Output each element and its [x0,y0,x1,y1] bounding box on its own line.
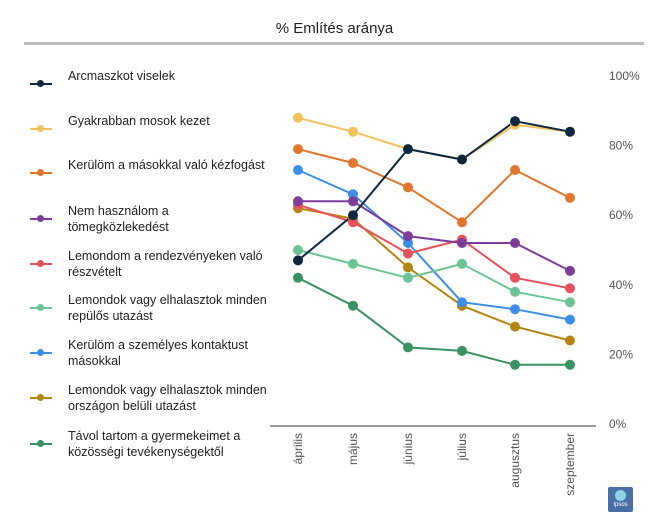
legend-label: Nem használom a tömegközlekedést [68,204,169,234]
series-lines [297,116,571,366]
y-tick-label: 60% [609,208,633,222]
data-point [565,314,575,325]
data-point [293,245,303,255]
logo-mark [615,490,626,501]
legend-marker [37,215,44,222]
x-tick-label: szeptember [563,433,577,496]
data-point [565,126,575,137]
x-tick-label: augusztus [508,433,522,488]
x-tick-label: május [346,433,360,465]
data-point [403,238,413,248]
data-point [348,158,358,168]
data-point [403,144,413,155]
series-line [297,148,571,224]
legend-label: Arcmaszkot viselek [68,69,175,83]
y-tick-label: 0% [609,417,627,431]
data-point [457,345,467,356]
x-tick-label: július [455,433,469,461]
ipsos-logo: Ipsos [608,487,633,512]
data-point [348,126,358,137]
legend-marker [37,304,44,311]
series-line [297,276,570,366]
data-point [348,300,358,311]
data-point [565,335,575,346]
y-tick-label: 40% [609,278,633,292]
data-point [510,238,520,248]
legend-marker [37,440,44,447]
data-point [510,116,520,127]
data-point [565,297,575,308]
data-point [565,265,575,276]
series-line [297,207,571,342]
data-point [293,144,303,155]
chart-title: % Említés aránya [275,20,394,37]
legend-label: Kerülöm a személyes kontaktust másokkal [68,338,248,368]
data-point [293,196,303,207]
legend-marker [37,125,44,132]
data-point [565,283,575,294]
axes: 0% 20% 40% 60% 80% 100% április május június júli… [270,69,640,496]
legend-label: Lemondom a rendezvényeken való részvétel… [68,249,263,279]
series-line [297,249,571,304]
data-point [348,258,358,269]
data-point [565,359,575,370]
data-point [403,231,413,242]
legend-label: Gyakrabban mosok kezet [68,114,210,128]
data-point [403,248,413,259]
y-tick-label: 100% [609,69,640,83]
data-point [293,272,303,283]
x-tick-label: június [401,433,415,465]
logo-text: Ipsos [613,502,628,508]
x-tick-label: április [291,433,305,464]
data-point [348,217,358,228]
data-point [510,272,520,283]
legend-marker [37,260,44,267]
legend-label: Lemondok vagy elhalasztok minden repülős… [68,293,267,323]
data-point [510,165,520,175]
series-line [297,169,571,321]
title-divider [24,42,644,45]
data-point [348,210,358,221]
legend-label: Távol tartom a gyermekeimet a közösségi … [68,429,241,459]
series-points [293,112,575,370]
y-tick-label: 20% [609,347,633,361]
data-point [565,192,575,203]
y-tick-label: 80% [609,139,633,153]
data-point [457,297,467,308]
series-line [297,203,571,290]
data-point [403,182,413,193]
data-point [403,272,413,283]
data-point [510,321,520,332]
legend-label: Kerülöm a másokkal való kézfogást [68,158,265,172]
data-point [293,255,303,266]
data-point [510,304,520,315]
data-point [457,217,467,228]
data-point [510,286,520,297]
data-point [457,258,467,269]
series-line [298,200,571,272]
legend-marker [37,394,44,401]
data-point [403,342,413,353]
series-line [297,120,571,262]
data-point [510,359,520,370]
legend-marker [37,169,44,176]
legend-marker [37,80,44,87]
data-point [348,196,358,207]
data-point [403,262,413,273]
data-point [457,154,467,165]
data-point [293,112,303,123]
data-point [293,165,303,175]
legend-marker [37,349,44,356]
legend-label: Lemondok vagy elhalasztok minden országo… [68,383,267,413]
data-point [457,238,467,248]
data-point [348,189,358,200]
